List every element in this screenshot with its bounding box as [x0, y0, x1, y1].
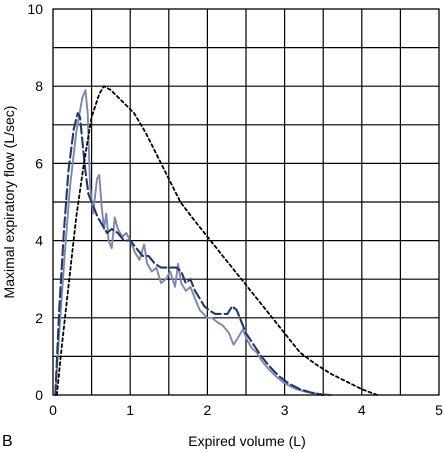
x-tick-label: 3 — [281, 402, 289, 418]
grid — [53, 9, 439, 395]
series-layer — [54, 85, 379, 397]
tick-labels: 0 1 2 3 4 5 0 2 4 6 8 10 — [27, 1, 443, 418]
x-tick-label: 0 — [49, 402, 57, 418]
y-tick-label: 4 — [35, 233, 43, 249]
plot-frame — [52, 8, 440, 396]
series-line-solid — [54, 89, 332, 396]
x-axis-label: Expired volume (L) — [188, 433, 306, 449]
series-line-dashed — [54, 112, 325, 397]
x-tick-label: 4 — [358, 402, 366, 418]
y-axis-label: Maximal expiratory flow (L/sec) — [1, 106, 17, 299]
y-tick-label: 8 — [35, 78, 43, 94]
y-tick-label: 6 — [35, 155, 43, 171]
y-tick-label: 0 — [35, 387, 43, 403]
x-tick-label: 2 — [204, 402, 212, 418]
panel-letter: B — [2, 433, 13, 450]
series-line-dotted — [56, 85, 379, 396]
x-tick-label: 5 — [435, 402, 443, 418]
x-tick-label: 1 — [126, 402, 134, 418]
y-tick-label: 2 — [35, 310, 43, 326]
y-tick-label: 10 — [27, 1, 43, 17]
